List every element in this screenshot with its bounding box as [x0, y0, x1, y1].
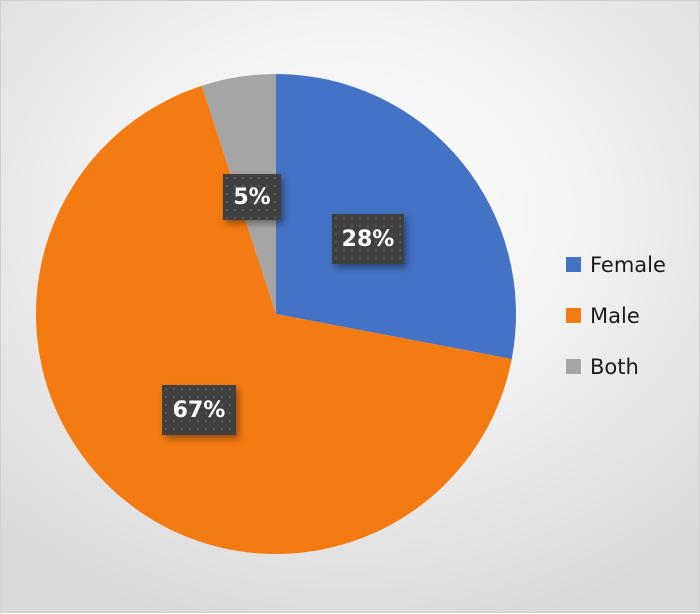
- data-label-both: 5%: [223, 174, 281, 220]
- legend-swatch-female: [566, 257, 581, 272]
- legend: Female Male Both: [556, 239, 700, 392]
- pie-slice-male[interactable]: [36, 85, 512, 555]
- data-label-female: 28%: [332, 214, 404, 264]
- legend-label: Both: [590, 354, 639, 379]
- legend-item-male[interactable]: Male: [556, 290, 700, 341]
- legend-swatch-male: [566, 308, 581, 323]
- legend-item-both[interactable]: Both: [556, 341, 700, 392]
- legend-label: Male: [590, 303, 640, 328]
- legend-item-female[interactable]: Female: [556, 239, 700, 290]
- legend-label: Female: [590, 252, 666, 277]
- legend-swatch-both: [566, 359, 581, 374]
- data-label-male: 67%: [162, 385, 236, 435]
